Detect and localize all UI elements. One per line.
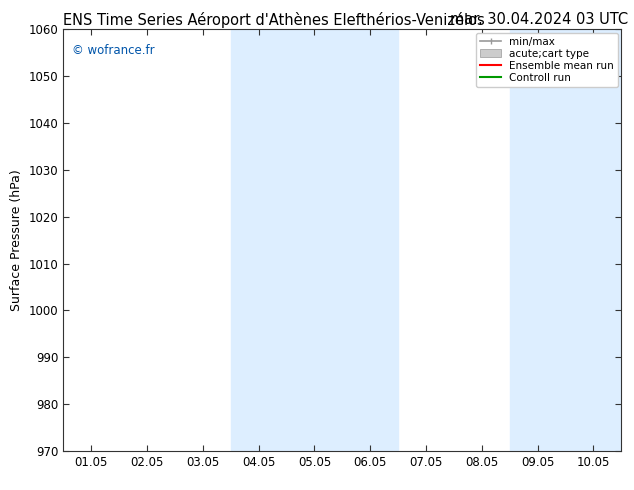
Text: © wofrance.fr: © wofrance.fr bbox=[72, 44, 155, 57]
Text: ENS Time Series Aéroport d'Athènes Elefthérios-Venizélos: ENS Time Series Aéroport d'Athènes Eleft… bbox=[63, 12, 485, 28]
Text: mar. 30.04.2024 03 UTC: mar. 30.04.2024 03 UTC bbox=[450, 12, 628, 27]
Y-axis label: Surface Pressure (hPa): Surface Pressure (hPa) bbox=[10, 169, 23, 311]
Bar bbox=[231, 29, 398, 451]
Legend: min/max, acute;cart type, Ensemble mean run, Controll run: min/max, acute;cart type, Ensemble mean … bbox=[476, 32, 618, 87]
Bar bbox=[510, 29, 621, 451]
